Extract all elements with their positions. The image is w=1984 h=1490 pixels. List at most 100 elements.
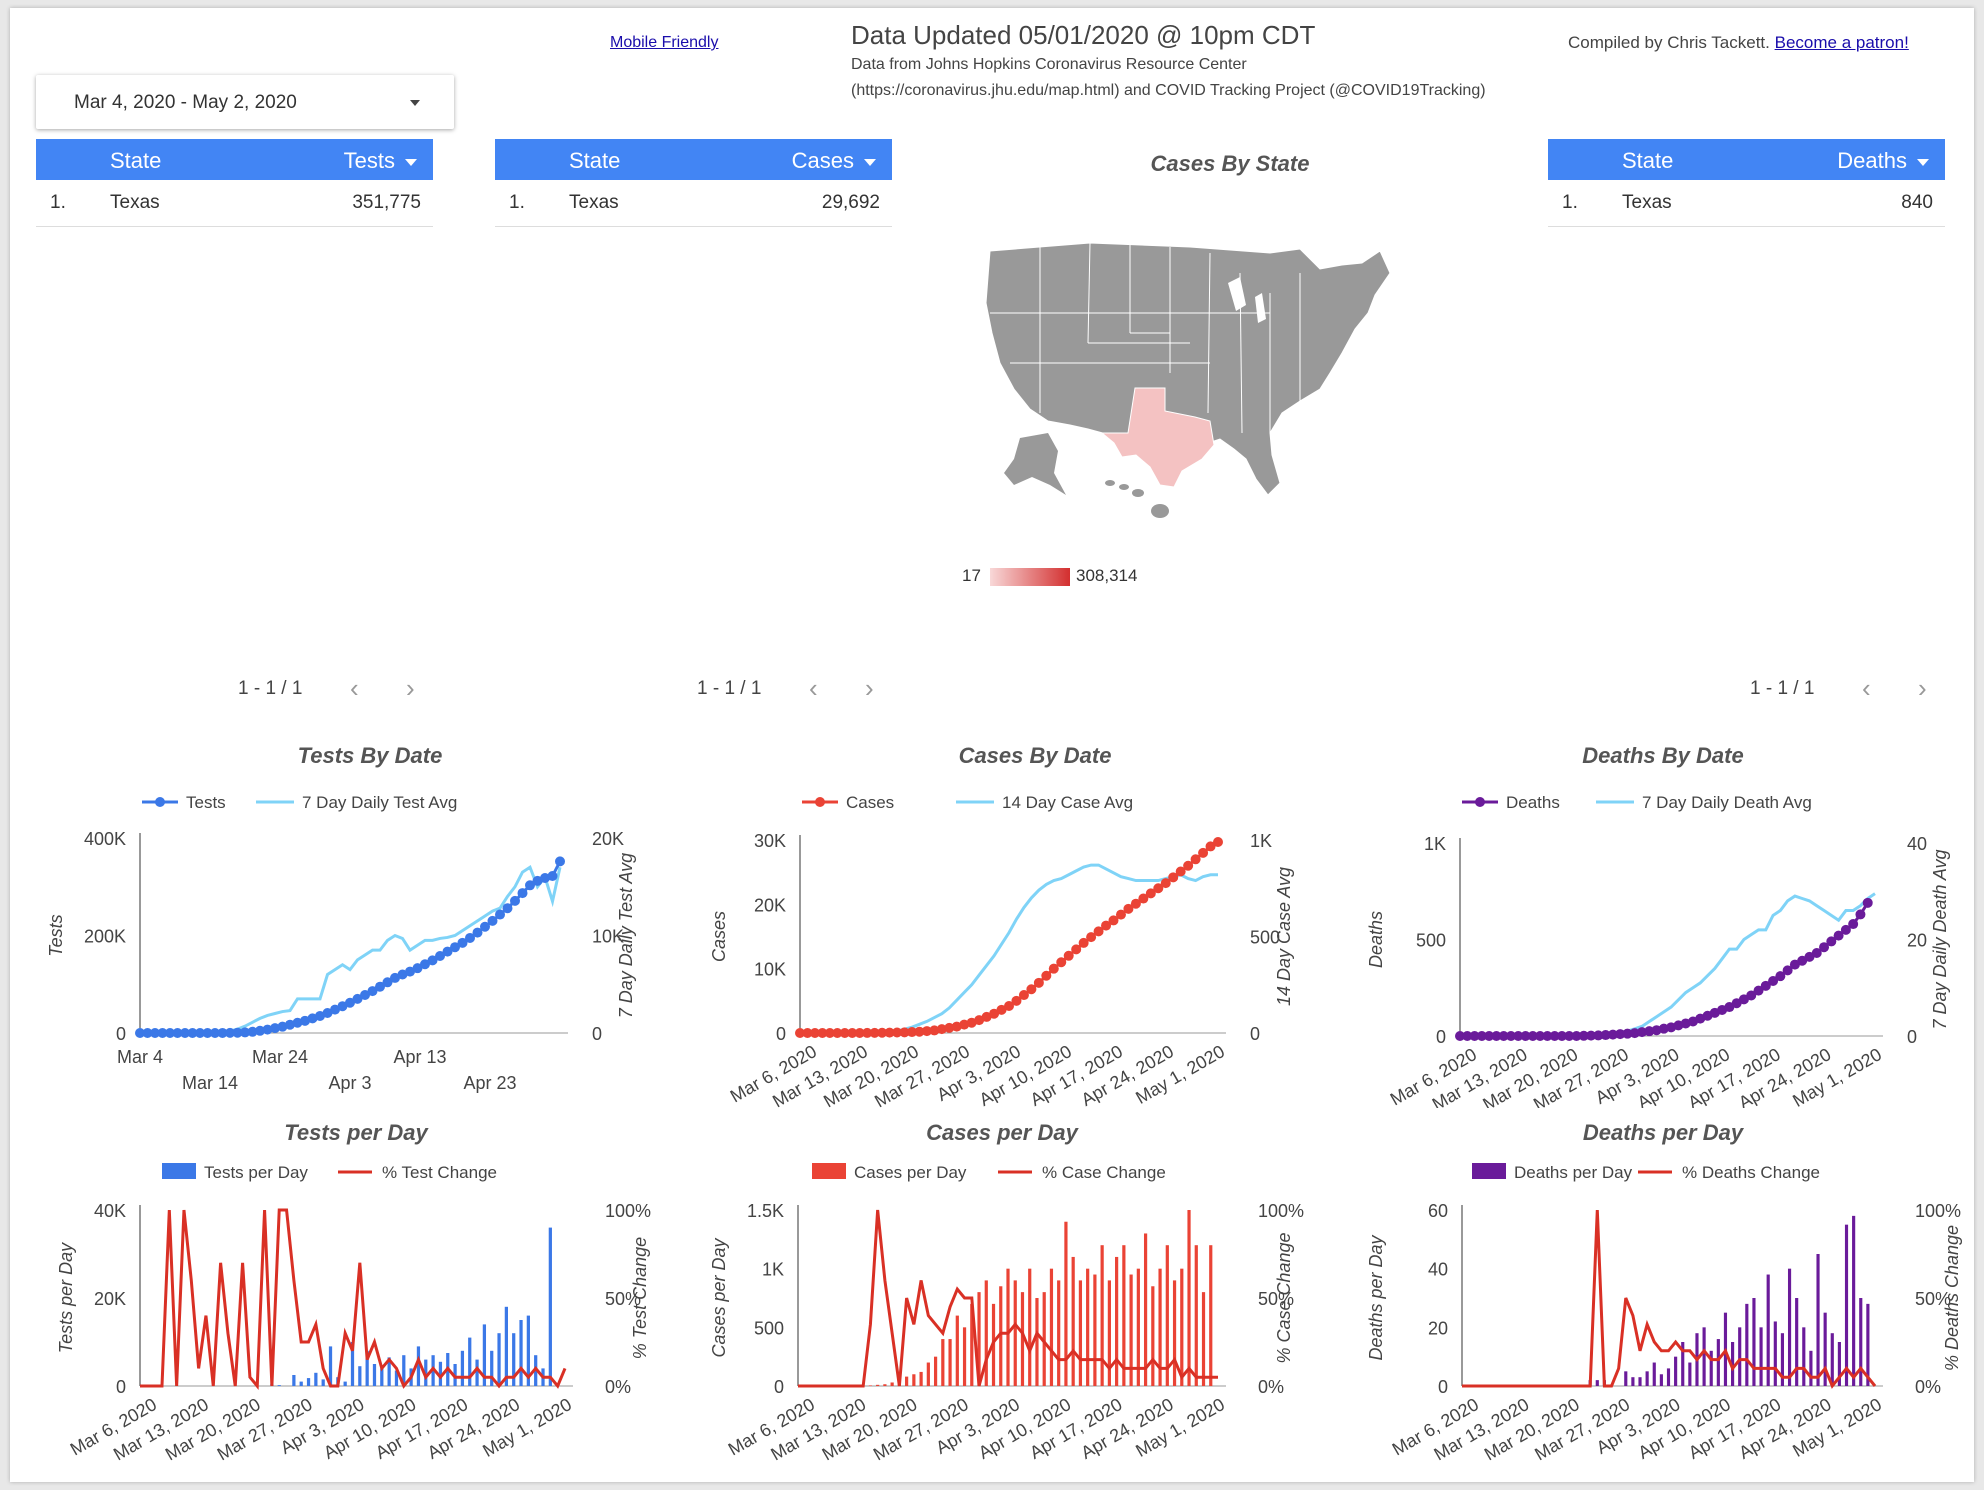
data-point [1746, 990, 1757, 1001]
data-point [1213, 836, 1223, 847]
bar [460, 1350, 465, 1386]
data-point [150, 1028, 160, 1038]
y-tick-label: 1K [762, 1260, 784, 1280]
data-point [442, 946, 453, 957]
data-point [1198, 847, 1209, 858]
cases-by-date-chart[interactable]: Cases 14 Day Case Avg 30K 20K 10K 0 1K 500 0 Case… [670, 778, 1310, 1108]
tests-per-day-chart[interactable]: Tests per Day % Test Change 40K 20K 0 100% 50%… [10, 1154, 670, 1482]
y2-tick-label: 40 [1907, 834, 1927, 854]
data-point [157, 1028, 168, 1038]
chart-title-deaths-per-day: Deaths per Day [1582, 1120, 1744, 1145]
cases-pager: 1 - 1 / 1 ‹ › [697, 673, 897, 708]
sort-desc-icon[interactable] [1917, 158, 1929, 166]
mobile-friendly-link[interactable]: Mobile Friendly [610, 34, 719, 51]
bar [1823, 1312, 1827, 1386]
bar [984, 1280, 988, 1386]
texas-shape[interactable] [1100, 387, 1215, 488]
data-point [337, 1001, 348, 1012]
bar [299, 1381, 303, 1386]
y2-axis-title: 7 Day Daily Test Avg [616, 853, 636, 1018]
bar [1652, 1362, 1656, 1386]
data-point [330, 1004, 340, 1015]
data-point [322, 1008, 333, 1019]
data-point [232, 1027, 243, 1038]
data-point [1108, 915, 1119, 926]
col-state[interactable]: State [1622, 148, 1674, 173]
data-point [285, 1019, 295, 1030]
data-point [817, 1028, 828, 1038]
col-state[interactable]: State [110, 148, 162, 173]
chart-title-tests-per-day: Tests per Day [284, 1120, 428, 1145]
y-axis-title: Tests per Day [56, 1242, 76, 1353]
y2-tick-label: 0% [1258, 1377, 1284, 1397]
data-point [1520, 1031, 1531, 1041]
y-tick-label: 20K [94, 1289, 126, 1309]
col-state[interactable]: State [569, 148, 621, 173]
bar [948, 1339, 952, 1386]
data-point [375, 981, 385, 992]
table-row[interactable]: 1. Texas 29,692 [495, 180, 892, 227]
data-point [367, 986, 378, 997]
date-range-picker[interactable]: Mar 4, 2020 - May 2, 2020 [36, 75, 454, 129]
bar [1837, 1342, 1841, 1386]
bar [343, 1381, 347, 1386]
deaths-per-day-chart[interactable]: Deaths per Day % Deaths Change 60 40 20 0 100%… [1310, 1154, 1974, 1482]
data-point [1535, 1031, 1546, 1041]
bar [905, 1376, 909, 1386]
bar [1859, 1298, 1863, 1386]
data-point [360, 989, 370, 1000]
chevron-down-icon [410, 100, 420, 106]
data-point [795, 1028, 805, 1038]
bar [941, 1339, 945, 1386]
deaths-by-date-chart[interactable]: Deaths 7 Day Daily Death Avg 1K 500 0 40 20 0 De… [1310, 778, 1974, 1108]
col-deaths[interactable]: Deaths [1837, 148, 1929, 174]
y-axis-title: Cases [709, 911, 729, 962]
chevron-left-icon[interactable]: ‹ [350, 673, 359, 703]
data-point [480, 921, 490, 932]
y-tick-label: 10K [754, 960, 786, 980]
data-point [1048, 963, 1059, 974]
bar [999, 1286, 1003, 1386]
bar [1624, 1371, 1628, 1386]
bar [1209, 1245, 1213, 1386]
data-point [292, 1017, 303, 1028]
col-tests[interactable]: Tests [344, 148, 417, 174]
bar [321, 1379, 325, 1386]
data-point [1123, 903, 1134, 914]
map-legend-min: 17 [962, 566, 981, 585]
row-state: Texas [1622, 192, 1672, 213]
table-header: State Tests [36, 139, 433, 180]
data-point [809, 1028, 820, 1038]
y2-tick-label: 0% [1915, 1377, 1941, 1397]
bar [1151, 1286, 1155, 1386]
col-cases[interactable]: Cases [792, 148, 876, 174]
chevron-right-icon[interactable]: › [406, 673, 415, 703]
data-point [1175, 866, 1186, 877]
us-map[interactable] [970, 233, 1470, 523]
chevron-left-icon[interactable]: ‹ [809, 673, 818, 703]
table-row[interactable]: 1. Texas 351,775 [36, 180, 433, 227]
chevron-right-icon[interactable]: › [865, 673, 874, 703]
data-point [270, 1023, 280, 1034]
data-point [1862, 897, 1873, 908]
data-point [1086, 932, 1097, 943]
cases-per-day-chart[interactable]: Cases per Day % Case Change 1.5K 1K 500 0 100%… [670, 1154, 1310, 1482]
bar [314, 1372, 318, 1386]
bar [1194, 1245, 1198, 1386]
bar [1122, 1245, 1126, 1386]
tests-by-date-chart[interactable]: Tests 7 Day Daily Test Avg 400K 200K 0 20K 10K… [10, 778, 670, 1108]
bar [1866, 1303, 1870, 1386]
y-tick-label: 60 [1428, 1201, 1448, 1221]
data-point [525, 880, 535, 891]
sort-desc-icon[interactable] [405, 158, 417, 166]
bar [548, 1227, 552, 1386]
patron-link[interactable]: Become a patron! [1774, 33, 1909, 52]
sort-desc-icon[interactable] [864, 158, 876, 166]
chevron-right-icon[interactable]: › [1918, 673, 1927, 703]
table-row[interactable]: 1. Texas 840 [1548, 180, 1945, 227]
row-value: 29,692 [821, 192, 880, 213]
chevron-left-icon[interactable]: ‹ [1862, 673, 1871, 703]
bar [526, 1315, 530, 1386]
legend-swatch-3-0 [162, 1163, 196, 1179]
bar [490, 1350, 494, 1386]
